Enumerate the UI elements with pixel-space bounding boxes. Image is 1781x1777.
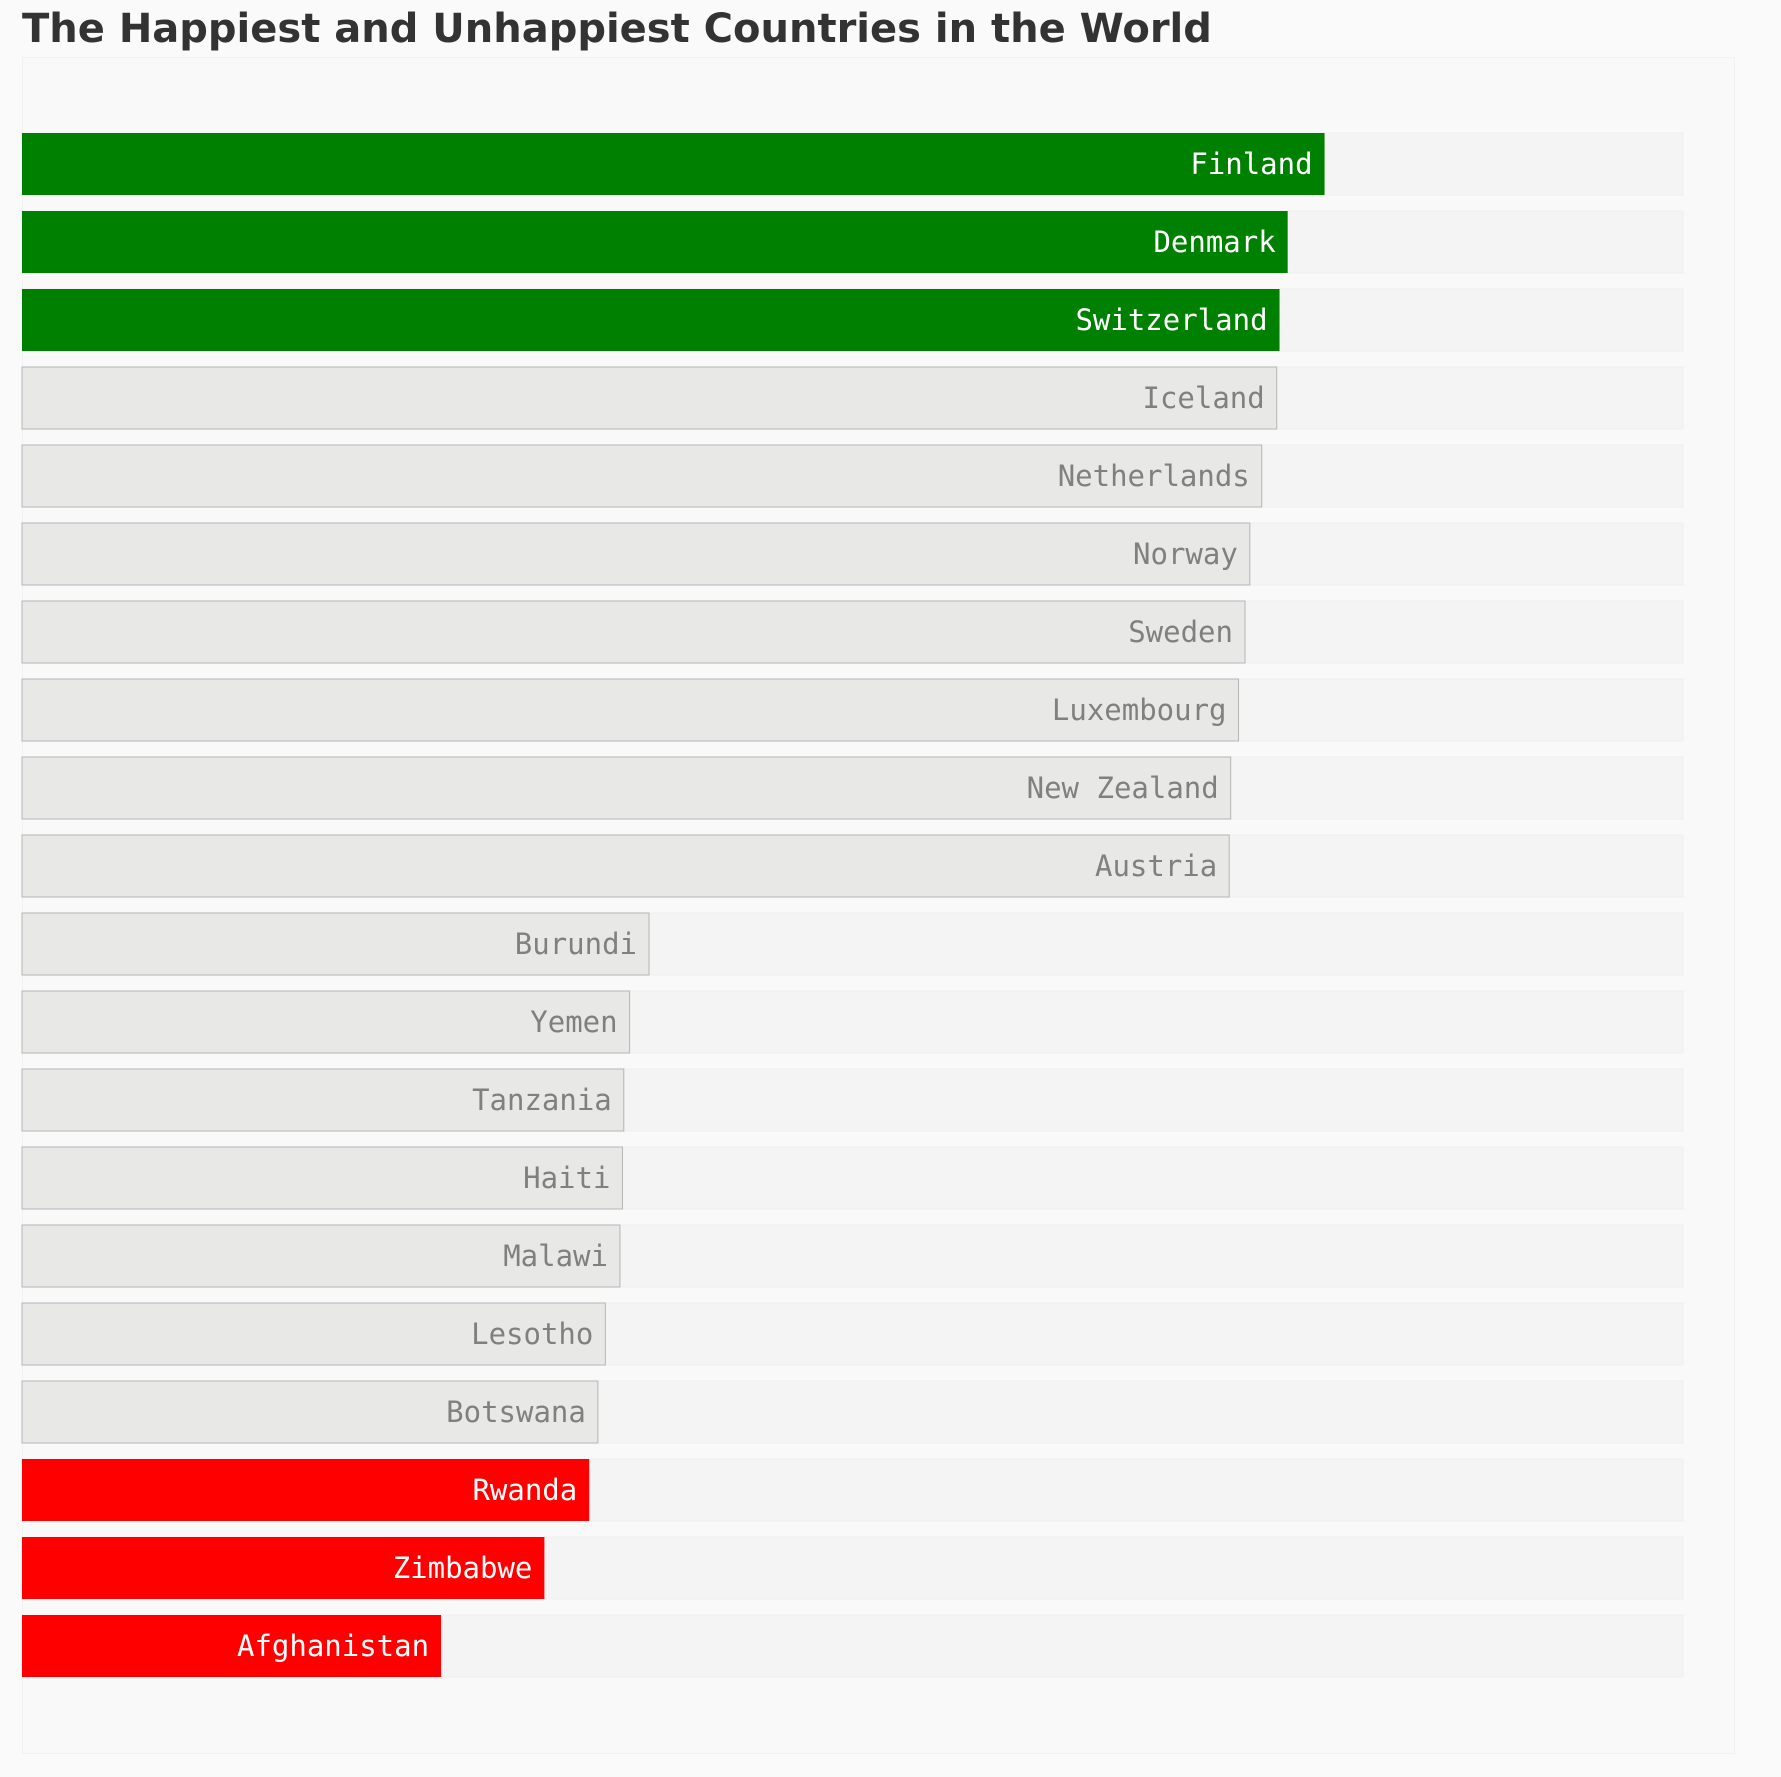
bar-label: Luxembourg: [1052, 693, 1227, 727]
bar-rwanda: [22, 1459, 590, 1521]
bar-label: Netherlands: [1058, 459, 1250, 493]
bar-label: Finland: [1190, 147, 1312, 181]
bar-label: Afghanistan: [237, 1629, 429, 1663]
bar-switzerland: [22, 289, 1280, 351]
bar-sweden: [21, 600, 1246, 664]
bar-botswana: [21, 1380, 599, 1444]
bar-label: Denmark: [1153, 225, 1276, 259]
bar-label: Lesotho: [471, 1317, 593, 1351]
bar-label: Switzerland: [1075, 303, 1267, 337]
bar-label: Haiti: [523, 1161, 610, 1195]
bar-label: Iceland: [1143, 381, 1265, 415]
bar-label: Tanzania: [472, 1083, 612, 1117]
bar-austria: [21, 834, 1230, 898]
bar-finland: [22, 133, 1325, 195]
bar-norway: [21, 522, 1251, 586]
bar-yemen: [21, 990, 631, 1054]
bar-label: Norway: [1133, 537, 1238, 571]
bar-haiti: [21, 1146, 623, 1210]
bar-label: Zimbabwe: [393, 1551, 533, 1585]
bar-iceland: [21, 366, 1278, 430]
bar-label: Sweden: [1128, 615, 1233, 649]
bar-denmark: [22, 211, 1288, 273]
bar-zimbabwe: [22, 1537, 545, 1599]
bar-label: Botswana: [446, 1395, 586, 1429]
bar-new-zealand: [21, 756, 1232, 820]
bar-tanzania: [21, 1068, 625, 1132]
bar-label: Austria: [1095, 849, 1217, 883]
bar-luxembourg: [21, 678, 1240, 742]
bar-label: Burundi: [515, 927, 637, 961]
chart-title: The Happiest and Unhappiest Countries in…: [22, 6, 1212, 52]
bar-malawi: [21, 1224, 621, 1288]
bar-afghanistan: [22, 1615, 442, 1677]
bar-lesotho: [21, 1302, 606, 1366]
bar-label: New Zealand: [1027, 771, 1219, 805]
bar-label: Malawi: [503, 1239, 608, 1273]
bar-netherlands: [21, 444, 1263, 508]
bar-label: Rwanda: [472, 1473, 577, 1507]
bar-burundi: [21, 912, 650, 976]
bar-label: Yemen: [530, 1005, 617, 1039]
